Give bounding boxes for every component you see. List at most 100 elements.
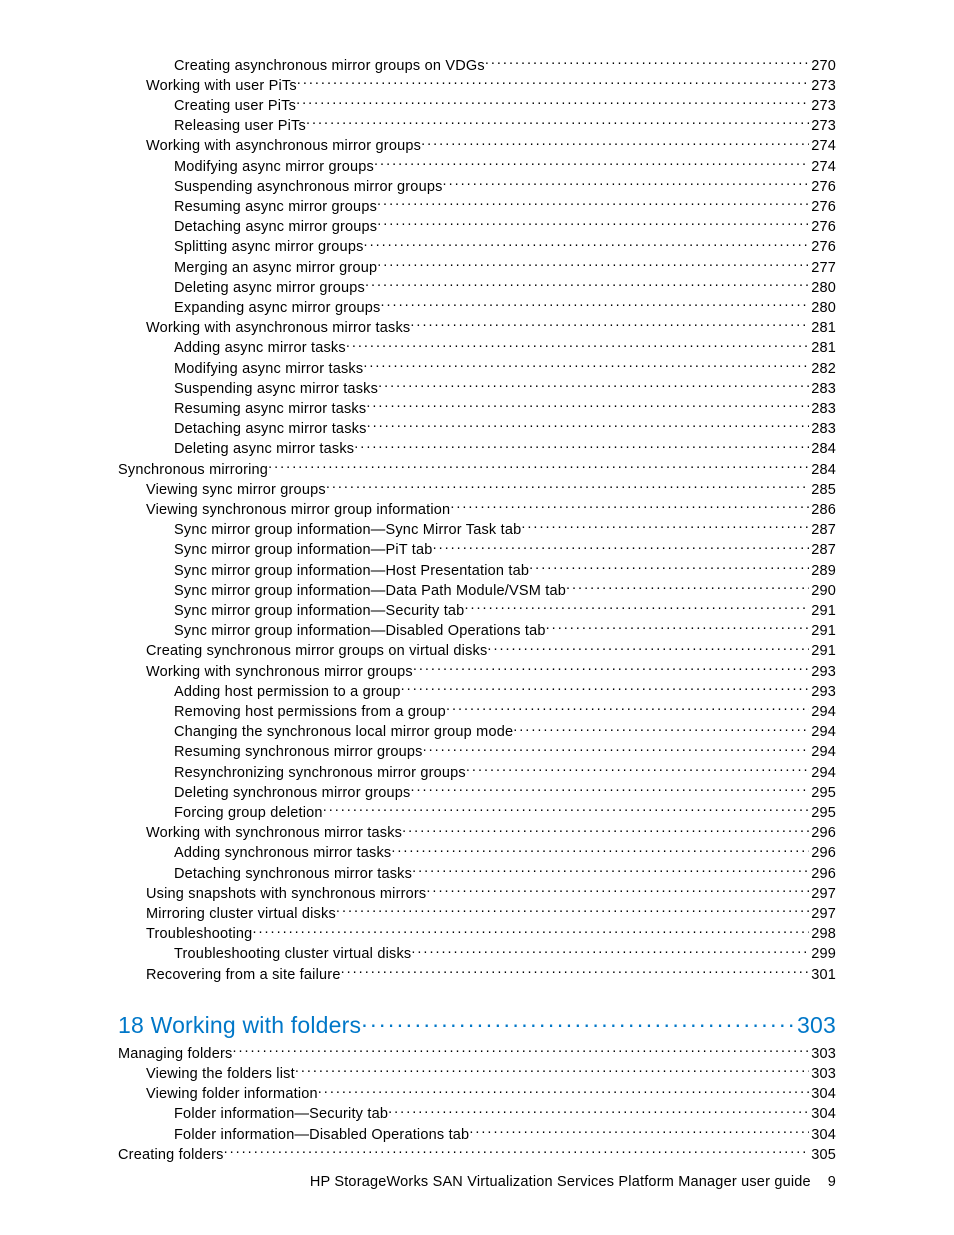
leader-dots: [361, 1010, 793, 1033]
toc-entry[interactable]: Expanding async mirror groups 280: [118, 297, 836, 317]
toc-entry[interactable]: Folder information—Disabled Operations t…: [118, 1124, 836, 1144]
toc-entry-page: 303: [809, 1065, 836, 1084]
leader-dots: [318, 1084, 809, 1099]
toc-entry[interactable]: Working with asynchronous mirror tasks 2…: [118, 318, 836, 338]
toc-entry[interactable]: Creating user PiTs 273: [118, 95, 836, 115]
toc-entry[interactable]: Merging an async mirror group 277: [118, 257, 836, 277]
chapter-page: 303: [793, 1012, 836, 1039]
toc-entry[interactable]: Detaching async mirror tasks 283: [118, 419, 836, 439]
leader-dots: [296, 95, 809, 110]
toc-entry[interactable]: Recovering from a site failure 301: [118, 964, 836, 984]
toc-entry[interactable]: Working with synchronous mirror groups 2…: [118, 661, 836, 681]
toc-entry[interactable]: Adding synchronous mirror tasks 296: [118, 843, 836, 863]
toc-entry[interactable]: Deleting synchronous mirror groups 295: [118, 782, 836, 802]
toc-entry-title: Detaching async mirror groups: [174, 218, 377, 237]
toc-entry-page: 284: [809, 440, 836, 459]
toc-entry[interactable]: Managing folders 303: [118, 1043, 836, 1063]
toc-entry[interactable]: Working with synchronous mirror tasks 29…: [118, 823, 836, 843]
toc-entry[interactable]: Troubleshooting cluster virtual disks 29…: [118, 944, 836, 964]
toc-entry[interactable]: Detaching async mirror groups 276: [118, 217, 836, 237]
toc-entry-page: 294: [809, 703, 836, 722]
toc-entry[interactable]: Mirroring cluster virtual disks 297: [118, 904, 836, 924]
toc-entry-title: Working with asynchronous mirror groups: [146, 137, 421, 156]
toc-entry[interactable]: Changing the synchronous local mirror gr…: [118, 722, 836, 742]
toc-entry-title: Creating folders: [118, 1146, 224, 1165]
toc-entry[interactable]: Detaching synchronous mirror tasks 296: [118, 863, 836, 883]
toc-entry-title: Creating asynchronous mirror groups on V…: [174, 57, 485, 76]
toc-entry[interactable]: Using snapshots with synchronous mirrors…: [118, 883, 836, 903]
toc-entry[interactable]: Resuming async mirror tasks 283: [118, 398, 836, 418]
toc-entry[interactable]: Releasing user PiTs 273: [118, 116, 836, 136]
toc-entry[interactable]: Splitting async mirror groups 276: [118, 237, 836, 257]
toc-entry[interactable]: Sync mirror group information—Disabled O…: [118, 621, 836, 641]
leader-dots: [380, 297, 809, 312]
toc-entry-title: Resuming async mirror tasks: [174, 400, 366, 419]
toc-entry[interactable]: Creating synchronous mirror groups on vi…: [118, 641, 836, 661]
leader-dots: [252, 924, 809, 939]
toc-entry[interactable]: Sync mirror group information—Data Path …: [118, 580, 836, 600]
toc-entry[interactable]: Creating folders 305: [118, 1144, 836, 1164]
toc-entry-title: Forcing group deletion: [174, 804, 323, 823]
toc-entry[interactable]: Folder information—Security tab 304: [118, 1104, 836, 1124]
leader-dots: [388, 1104, 809, 1119]
leader-dots: [363, 358, 809, 373]
toc-entry[interactable]: Sync mirror group information—Sync Mirro…: [118, 520, 836, 540]
page: Creating asynchronous mirror groups on V…: [0, 0, 954, 1235]
leader-dots: [485, 55, 809, 70]
toc-entry-title: Suspending asynchronous mirror groups: [174, 178, 443, 197]
toc-entry[interactable]: Creating asynchronous mirror groups on V…: [118, 55, 836, 75]
leader-dots: [346, 338, 809, 353]
toc-entry[interactable]: Troubleshooting 298: [118, 924, 836, 944]
toc-entry-title: Deleting async mirror tasks: [174, 440, 354, 459]
leader-dots: [377, 196, 809, 211]
toc-entry-page: 287: [809, 541, 836, 560]
leader-dots: [323, 803, 810, 818]
toc-entry[interactable]: Viewing synchronous mirror group informa…: [118, 499, 836, 519]
toc-entry[interactable]: Suspending async mirror tasks 283: [118, 378, 836, 398]
toc-entry-title: Splitting async mirror groups: [174, 238, 364, 257]
toc-entry[interactable]: Viewing folder information 304: [118, 1084, 836, 1104]
toc-entry[interactable]: Deleting async mirror groups 280: [118, 277, 836, 297]
toc-entry[interactable]: Modifying async mirror tasks 282: [118, 358, 836, 378]
leader-dots: [469, 1124, 809, 1139]
toc-entry[interactable]: Sync mirror group information—Security t…: [118, 600, 836, 620]
toc-entry-title: Sync mirror group information—Sync Mirro…: [174, 521, 521, 540]
toc-entry[interactable]: Working with asynchronous mirror groups …: [118, 136, 836, 156]
toc-entry-page: 299: [809, 945, 836, 964]
toc-entry[interactable]: Resynchronizing synchronous mirror group…: [118, 762, 836, 782]
toc-entry[interactable]: Modifying async mirror groups 274: [118, 156, 836, 176]
leader-dots: [513, 722, 809, 737]
toc-entry[interactable]: Viewing the folders list 303: [118, 1064, 836, 1084]
toc-entry[interactable]: Viewing sync mirror groups 285: [118, 479, 836, 499]
toc-entry-page: 291: [809, 642, 836, 661]
toc-entry[interactable]: Adding host permission to a group 293: [118, 681, 836, 701]
toc-entry[interactable]: Synchronous mirroring 284: [118, 459, 836, 479]
leader-dots: [268, 459, 809, 474]
page-footer: HP StorageWorks SAN Virtualization Servi…: [310, 1174, 836, 1190]
toc-entry-page: 297: [809, 885, 836, 904]
toc-entry-page: 276: [809, 178, 836, 197]
toc-entry-title: Suspending async mirror tasks: [174, 380, 378, 399]
toc-block: Creating asynchronous mirror groups on V…: [118, 55, 836, 984]
chapter-heading[interactable]: 18 Working with folders 303: [118, 1010, 836, 1039]
toc-entry[interactable]: Sync mirror group information—PiT tab 28…: [118, 540, 836, 560]
toc-entry[interactable]: Forcing group deletion 295: [118, 803, 836, 823]
toc-entry-page: 281: [809, 319, 836, 338]
toc-entry[interactable]: Deleting async mirror tasks 284: [118, 439, 836, 459]
toc-entry-title: Working with asynchronous mirror tasks: [146, 319, 410, 338]
toc-entry[interactable]: Removing host permissions from a group 2…: [118, 702, 836, 722]
toc-entry-title: Troubleshooting: [146, 925, 252, 944]
toc-entry[interactable]: Sync mirror group information—Host Prese…: [118, 560, 836, 580]
toc-entry-title: Modifying async mirror groups: [174, 158, 374, 177]
leader-dots: [341, 964, 810, 979]
leader-dots: [367, 419, 810, 434]
leader-dots: [466, 762, 809, 777]
toc-entry[interactable]: Working with user PiTs 273: [118, 75, 836, 95]
toc-entry-title: Detaching synchronous mirror tasks: [174, 865, 412, 884]
toc-entry[interactable]: Suspending asynchronous mirror groups 27…: [118, 176, 836, 196]
toc-entry[interactable]: Resuming async mirror groups 276: [118, 196, 836, 216]
toc-entry[interactable]: Resuming synchronous mirror groups 294: [118, 742, 836, 762]
toc-entry-page: 284: [809, 461, 836, 480]
toc-entry[interactable]: Adding async mirror tasks 281: [118, 338, 836, 358]
toc-entry-title: Mirroring cluster virtual disks: [146, 905, 336, 924]
